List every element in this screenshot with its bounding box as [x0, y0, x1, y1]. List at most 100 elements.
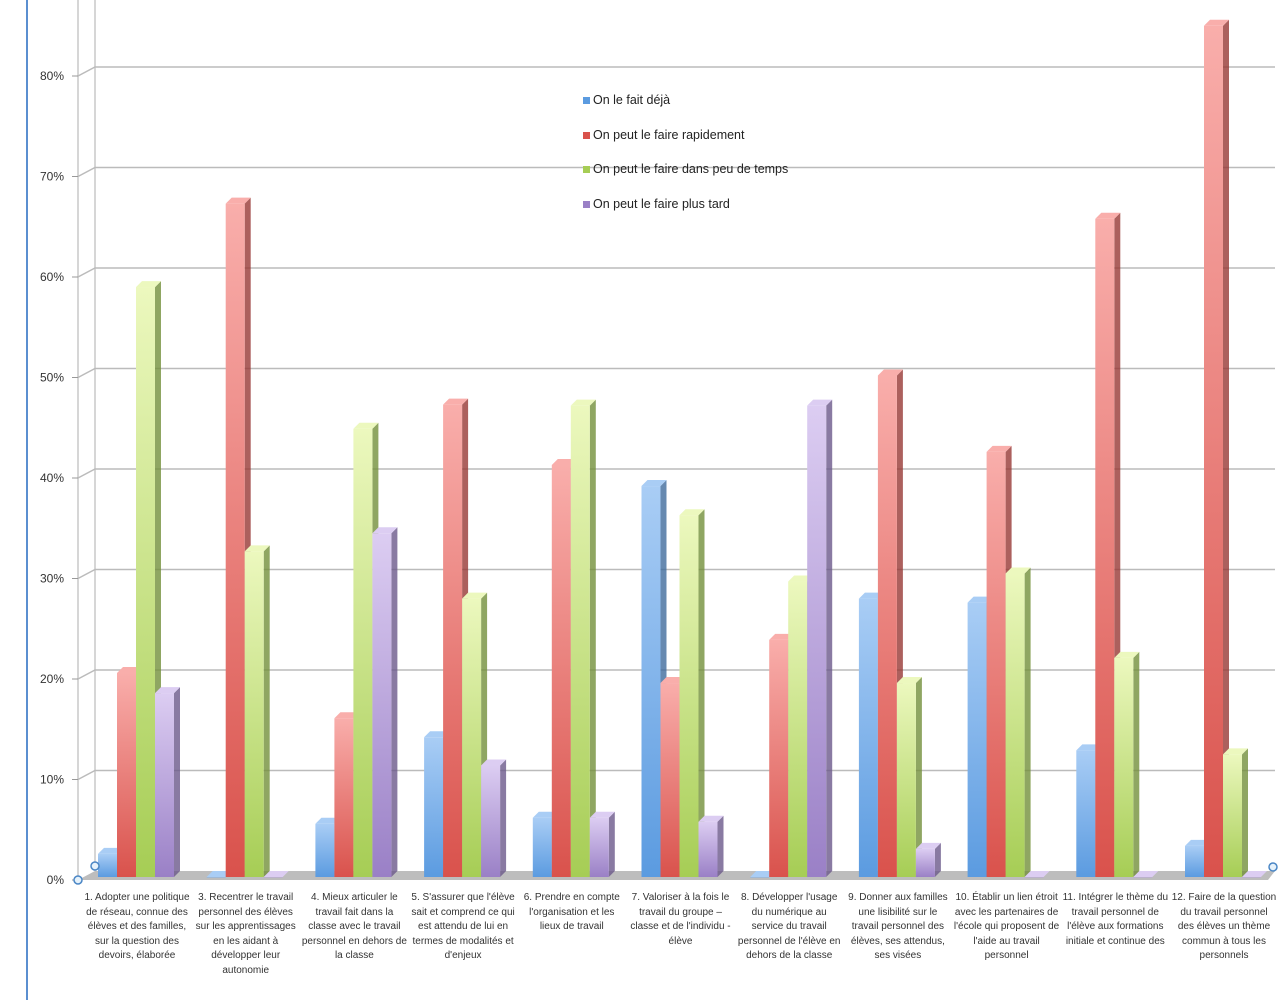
- legend-label: On le fait déjà: [593, 93, 671, 107]
- x-category-label: 7. Valoriser à la fois le travail du gro…: [630, 892, 731, 947]
- bar-front: [424, 737, 444, 877]
- gridline: [77, 66, 1275, 77]
- y-tick-label: 80%: [40, 69, 64, 83]
- x-category-label: 4. Mieux articuler le travail fait dans …: [301, 892, 407, 962]
- bar[interactable]: [807, 399, 833, 877]
- bar-side: [826, 399, 833, 877]
- bar-top: [372, 527, 398, 534]
- bar-top: [334, 712, 360, 719]
- legend-label: On peut le faire rapidement: [593, 127, 745, 142]
- bar-front: [807, 405, 827, 877]
- bar-top: [263, 871, 289, 877]
- bar-top: [1204, 19, 1229, 26]
- bar-front: [462, 598, 482, 877]
- bar-front: [679, 515, 699, 877]
- y-tick-label: 10%: [40, 773, 64, 787]
- bar-front: [915, 848, 935, 877]
- bar-top: [155, 687, 180, 694]
- bar-top: [244, 545, 270, 552]
- legend-swatch: [583, 131, 590, 139]
- bar-front: [315, 823, 335, 877]
- bar-front: [551, 464, 571, 877]
- bar-top: [698, 815, 724, 822]
- bar-front: [1095, 218, 1115, 878]
- bar-front: [1223, 754, 1242, 877]
- bar[interactable]: [589, 811, 615, 877]
- bar[interactable]: [1223, 748, 1248, 877]
- bar[interactable]: [244, 545, 270, 877]
- bar-top: [443, 398, 469, 405]
- bar[interactable]: [206, 871, 232, 878]
- legend-label: On peut le faire plus tard: [593, 196, 730, 211]
- bar-top: [1095, 212, 1121, 219]
- bar-top: [641, 480, 667, 487]
- y-tick-label: 50%: [40, 371, 64, 385]
- bar-top: [1005, 567, 1031, 574]
- bar[interactable]: [679, 509, 705, 877]
- bar[interactable]: [750, 871, 776, 878]
- bar[interactable]: [896, 677, 922, 877]
- bar-front: [443, 404, 463, 877]
- gridline: [77, 367, 1275, 379]
- bar-front: [589, 817, 609, 877]
- bar-top: [481, 759, 507, 766]
- bar-top: [206, 871, 232, 877]
- bar-top: [315, 817, 341, 824]
- bar[interactable]: [915, 842, 941, 877]
- bar[interactable]: [570, 399, 596, 877]
- bar[interactable]: [1133, 871, 1159, 878]
- bar[interactable]: [698, 815, 724, 877]
- bar[interactable]: [1024, 871, 1050, 878]
- bar-top: [1076, 744, 1102, 751]
- bar-top: [967, 596, 993, 603]
- bar-front: [136, 287, 155, 877]
- bar-side: [1024, 567, 1031, 877]
- bar-front: [1242, 877, 1261, 878]
- bar-top: [915, 842, 941, 849]
- bar-front: [155, 693, 174, 877]
- bar-front: [698, 821, 718, 877]
- x-category-label: 12. Faire de la question du travail pers…: [1171, 892, 1277, 962]
- bar[interactable]: [481, 759, 507, 877]
- chart-selection-border: [26, 0, 28, 1000]
- bar-top: [1114, 651, 1140, 658]
- legend-swatch: [583, 97, 590, 104]
- bar[interactable]: [1204, 19, 1229, 877]
- bar-top: [1024, 871, 1050, 877]
- bar-front: [372, 533, 392, 877]
- legend-item[interactable]: On le fait déjà: [583, 93, 788, 128]
- selection-handle: [73, 875, 83, 885]
- legend-label: On peut le faire dans peu de temps: [593, 162, 789, 176]
- bar-side: [263, 545, 270, 877]
- bar-front: [206, 877, 226, 878]
- selection-handle: [1268, 862, 1278, 872]
- bar-top: [807, 399, 833, 406]
- legend-item[interactable]: On peut le faire dans peu de temps: [583, 162, 788, 197]
- legend-item[interactable]: On peut le faire rapidement: [583, 128, 788, 163]
- bar-top: [589, 811, 615, 818]
- legend-item[interactable]: On peut le faire plus tard: [583, 197, 788, 232]
- bar-top: [788, 575, 814, 582]
- bar-front: [334, 718, 354, 877]
- bar[interactable]: [1242, 871, 1267, 878]
- bar-side: [915, 677, 922, 877]
- bar-front: [1076, 750, 1096, 877]
- x-category-label: 6. Prendre en compte l'organisation et l…: [523, 892, 620, 933]
- bar-top: [532, 811, 558, 818]
- bar[interactable]: [1005, 567, 1031, 877]
- gridline: [77, 166, 1275, 178]
- y-tick-label: 40%: [40, 471, 64, 485]
- bar-front: [1114, 657, 1134, 877]
- bar[interactable]: [263, 871, 289, 878]
- bar[interactable]: [155, 687, 180, 877]
- bar-front: [660, 683, 680, 877]
- bar[interactable]: [1114, 651, 1140, 877]
- bar-side: [500, 759, 507, 877]
- y-tick-label: 20%: [40, 672, 64, 686]
- bar-front: [1005, 573, 1025, 877]
- x-category-label: 8. Développer l'usage du numérique au se…: [737, 892, 841, 962]
- bar-top: [462, 592, 488, 599]
- bar-front: [986, 451, 1006, 877]
- bar[interactable]: [372, 527, 398, 877]
